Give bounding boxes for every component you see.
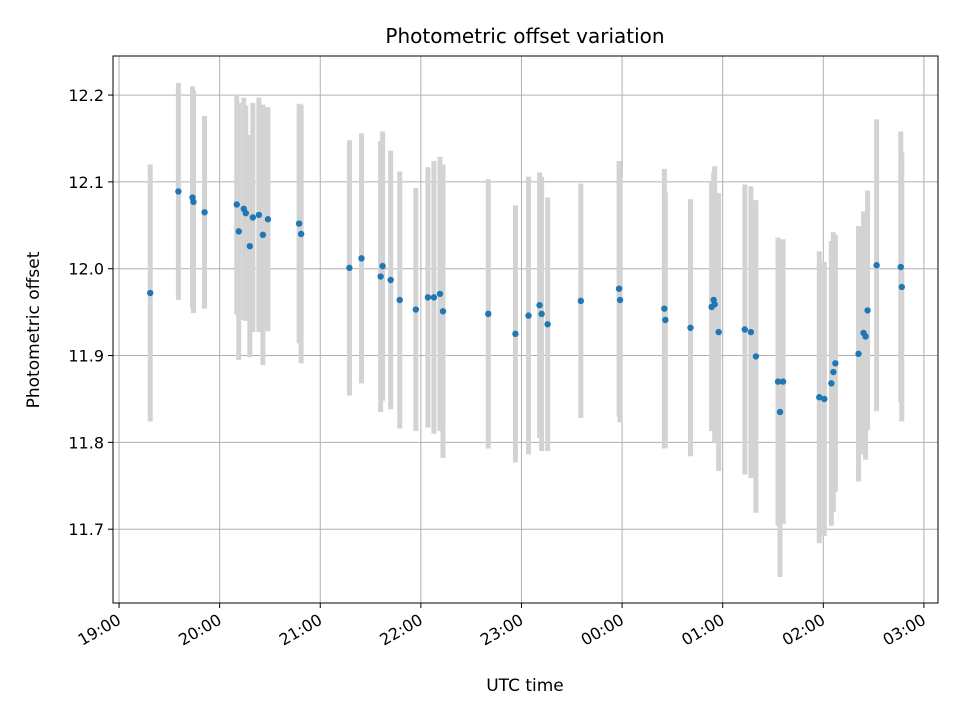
data-point: [358, 255, 365, 262]
data-point: [873, 262, 880, 269]
data-point: [832, 360, 839, 367]
data-point: [175, 188, 182, 195]
data-point: [538, 310, 545, 318]
data-point: [233, 201, 240, 208]
data-point: [259, 231, 267, 239]
data-point: [855, 350, 862, 358]
data-point: [774, 378, 782, 385]
data-point: [752, 353, 760, 360]
y-tick-label: 12.2: [68, 86, 104, 105]
data-point: [776, 408, 784, 416]
data-point: [264, 216, 272, 223]
data-points: [147, 188, 905, 416]
plot-frame: [112, 55, 939, 604]
data-point: [525, 312, 532, 319]
data-point: [235, 228, 242, 235]
data-point: [201, 209, 208, 216]
data-point: [536, 301, 543, 309]
data-point: [255, 211, 263, 219]
y-tick-label: 12.1: [68, 173, 104, 192]
data-point: [424, 294, 432, 301]
y-axis-label: Photometric offset: [24, 251, 44, 408]
data-point: [661, 305, 668, 312]
data-point: [436, 290, 444, 298]
data-point: [246, 242, 254, 250]
data-point: [512, 330, 519, 338]
data-point: [377, 273, 384, 280]
data-point: [828, 380, 835, 387]
data-point: [779, 378, 787, 385]
data-point: [190, 198, 197, 206]
data-point: [897, 263, 904, 271]
data-point: [297, 230, 305, 238]
data-point: [412, 306, 420, 313]
data-point: [687, 324, 694, 331]
data-point: [711, 301, 718, 308]
data-point: [396, 296, 403, 304]
chart-title: Photometric offset variation: [385, 24, 664, 48]
data-point: [147, 289, 154, 297]
data-point: [346, 264, 353, 272]
y-tick-label: 11.8: [68, 433, 104, 452]
data-point: [249, 214, 257, 221]
x-axis-label: UTC time: [486, 676, 564, 696]
data-point: [741, 326, 749, 333]
data-point: [485, 310, 492, 318]
data-point: [821, 395, 828, 403]
data-point: [242, 209, 250, 217]
data-point: [615, 285, 623, 292]
y-tick-label: 12.0: [68, 260, 104, 279]
y-tick-label: 11.7: [68, 520, 104, 539]
data-point: [430, 294, 438, 301]
data-point: [379, 262, 386, 270]
data-point: [864, 307, 871, 314]
data-point: [577, 297, 585, 305]
data-point: [816, 394, 823, 401]
y-axis-ticks: 11.7 11.8 11.9 12.0 12.1 12.2: [68, 86, 113, 539]
data-point: [830, 368, 837, 376]
data-point: [387, 276, 394, 284]
y-tick-label: 11.9: [68, 347, 104, 366]
data-point: [439, 308, 447, 315]
data-point: [715, 328, 722, 336]
data-point: [544, 321, 551, 328]
data-point: [616, 296, 624, 304]
data-point: [295, 220, 303, 227]
data-point: [747, 328, 755, 336]
data-point: [898, 283, 905, 291]
data-point: [662, 316, 669, 324]
data-point: [862, 333, 869, 340]
